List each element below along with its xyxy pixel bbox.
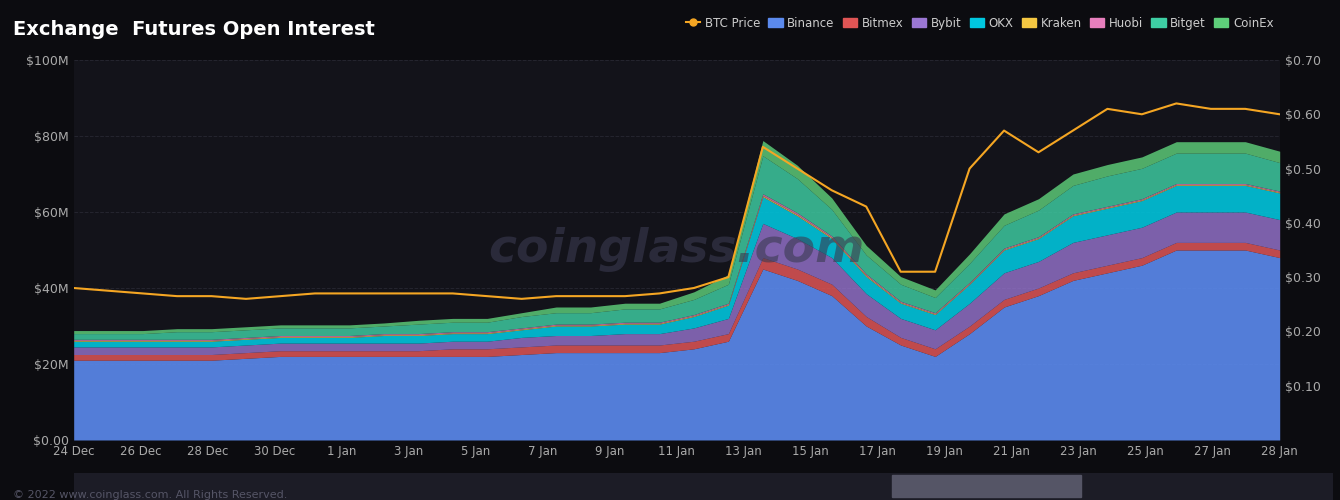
Bar (892, 475, 1081, 497)
Text: © 2022 www.coinglass.com. All Rights Reserved.: © 2022 www.coinglass.com. All Rights Res… (13, 490, 288, 500)
Text: Exchange  Futures Open Interest: Exchange Futures Open Interest (13, 20, 375, 39)
Text: coinglass.com: coinglass.com (489, 228, 864, 272)
Legend: BTC Price, Binance, Bitmex, Bybit, OKX, Kraken, Huobi, Bitget, CoinEx: BTC Price, Binance, Bitmex, Bybit, OKX, … (686, 16, 1274, 30)
